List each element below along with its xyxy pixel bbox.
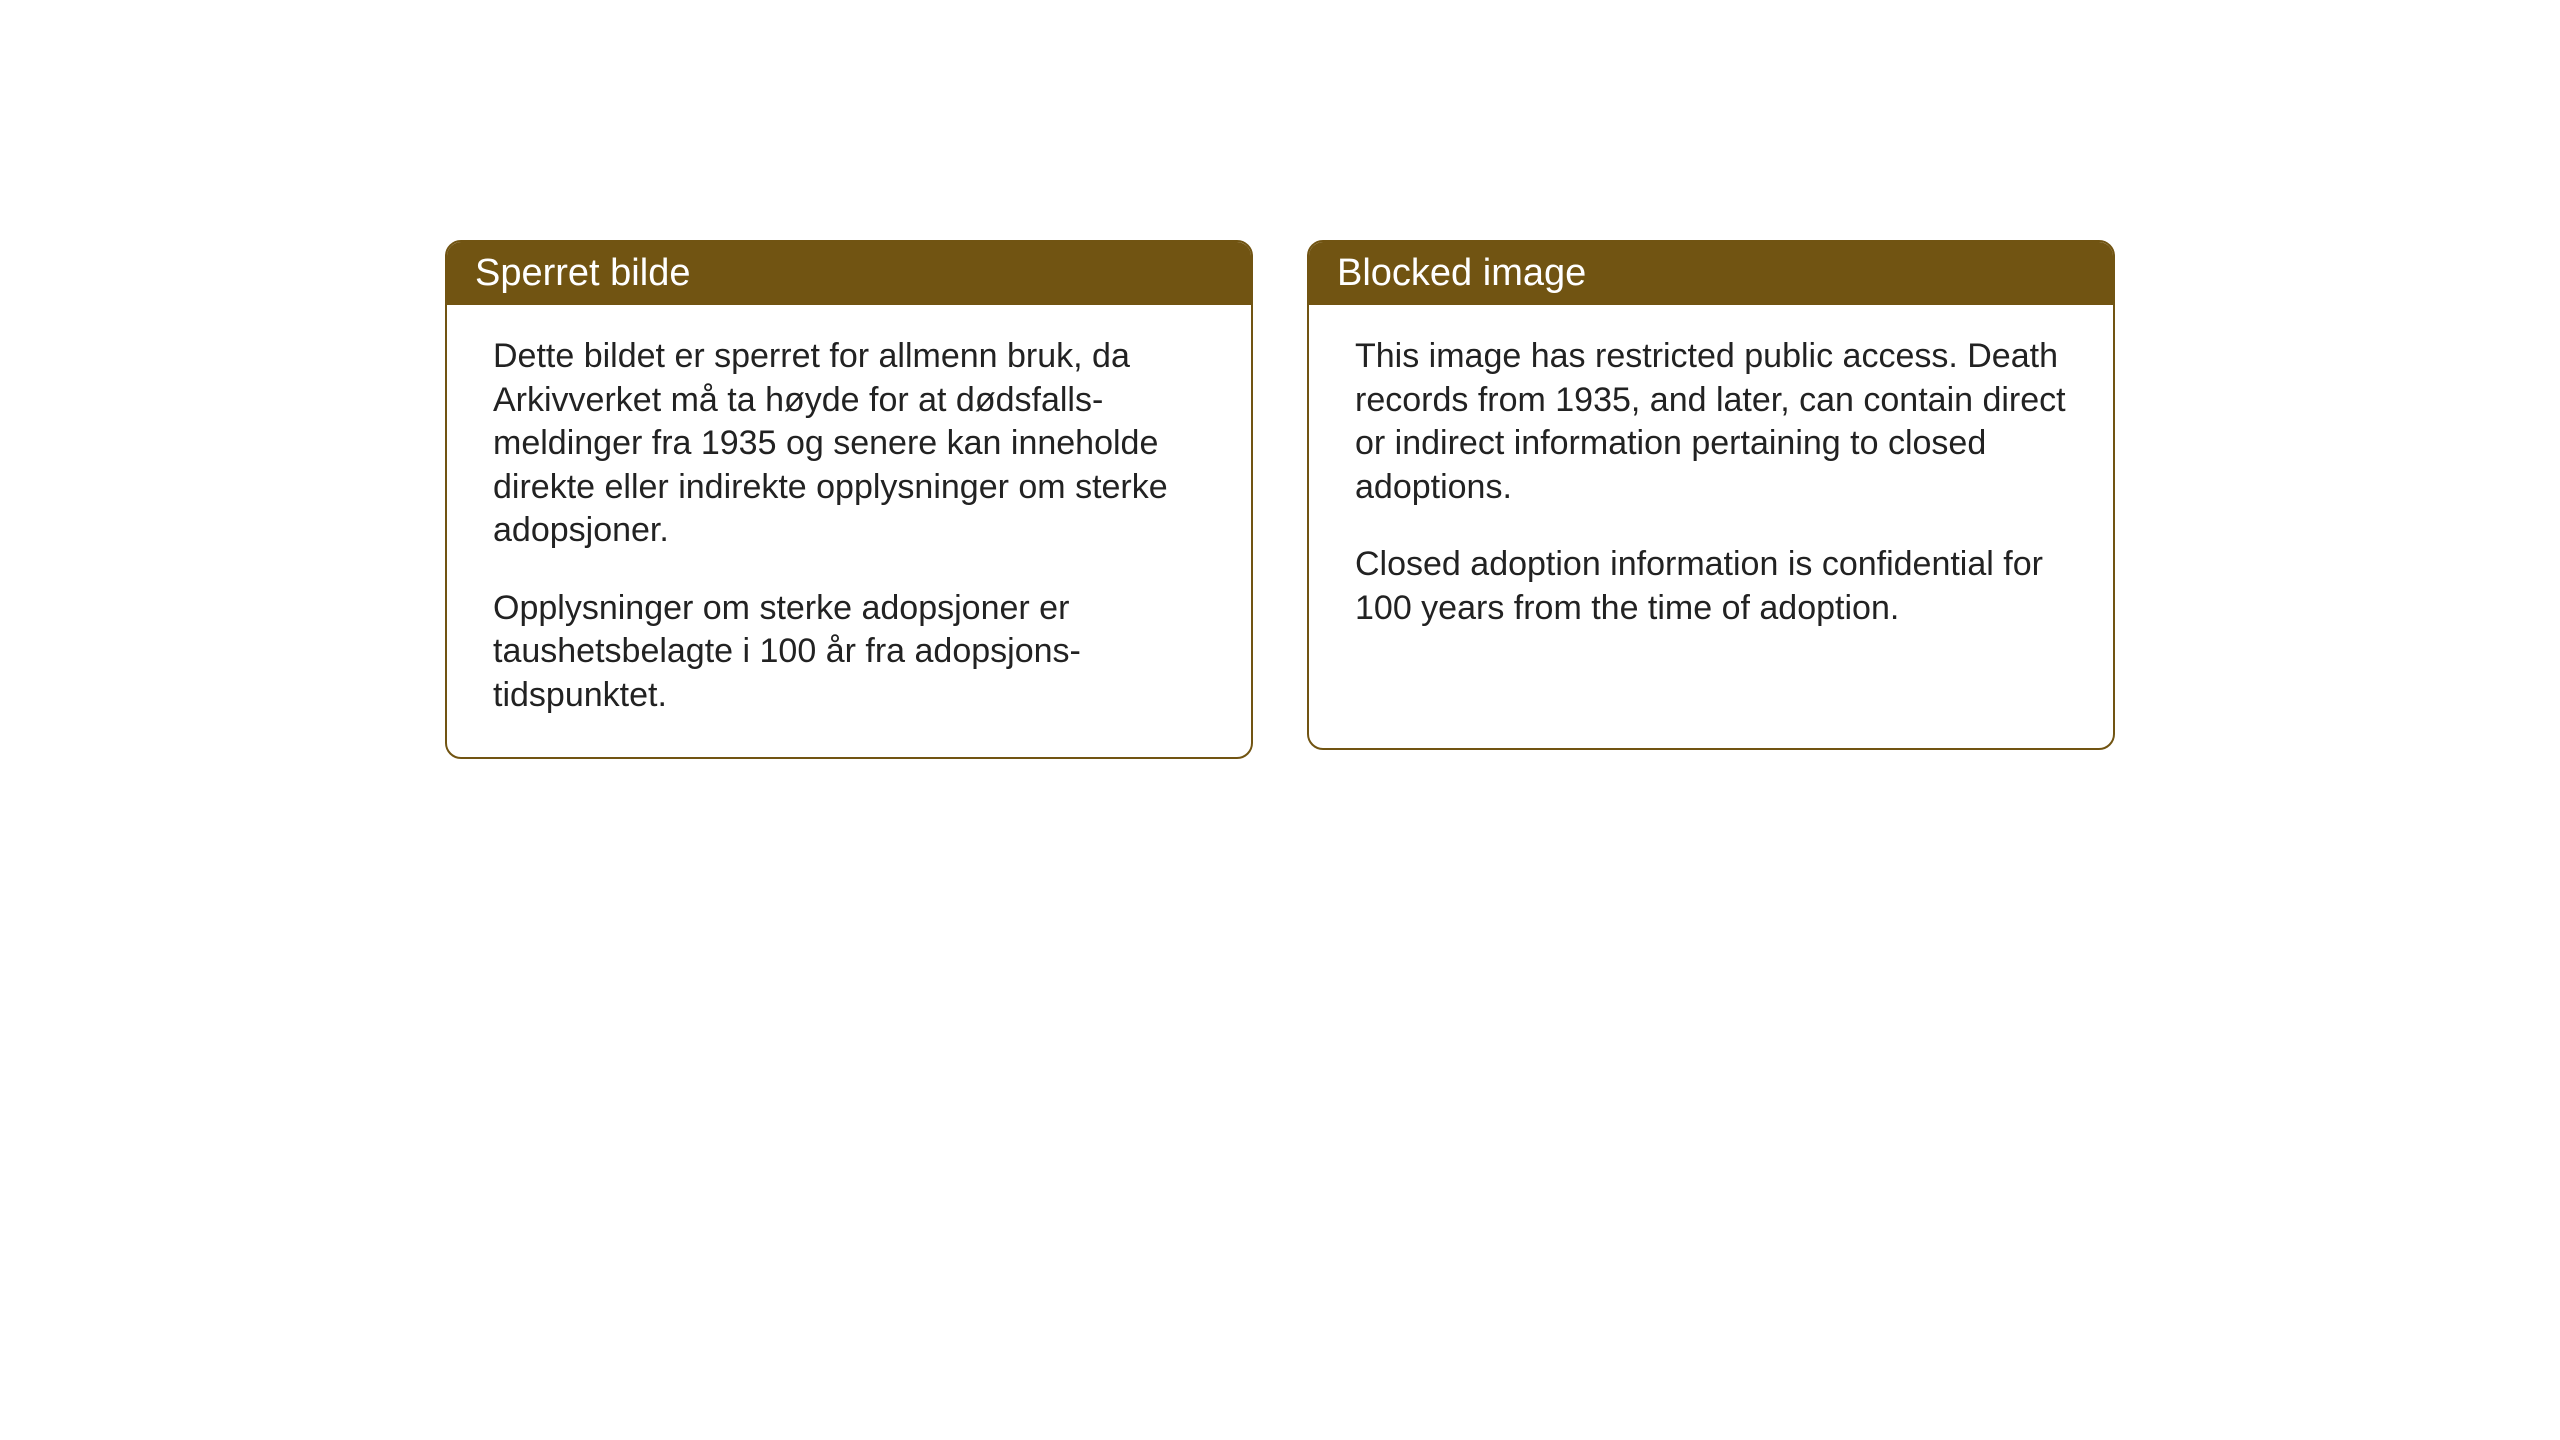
notice-container: Sperret bilde Dette bildet er sperret fo… xyxy=(445,240,2115,759)
notice-paragraph: Opplysninger om sterke adopsjoner er tau… xyxy=(493,587,1205,718)
notice-paragraph: Dette bildet er sperret for allmenn bruk… xyxy=(493,335,1205,553)
notice-card-english: Blocked image This image has restricted … xyxy=(1307,240,2115,750)
card-header-norwegian: Sperret bilde xyxy=(447,242,1251,305)
card-body-english: This image has restricted public access.… xyxy=(1309,305,2113,670)
card-body-norwegian: Dette bildet er sperret for allmenn bruk… xyxy=(447,305,1251,757)
notice-card-norwegian: Sperret bilde Dette bildet er sperret fo… xyxy=(445,240,1253,759)
notice-paragraph: This image has restricted public access.… xyxy=(1355,335,2067,509)
card-header-english: Blocked image xyxy=(1309,242,2113,305)
notice-paragraph: Closed adoption information is confident… xyxy=(1355,543,2067,630)
